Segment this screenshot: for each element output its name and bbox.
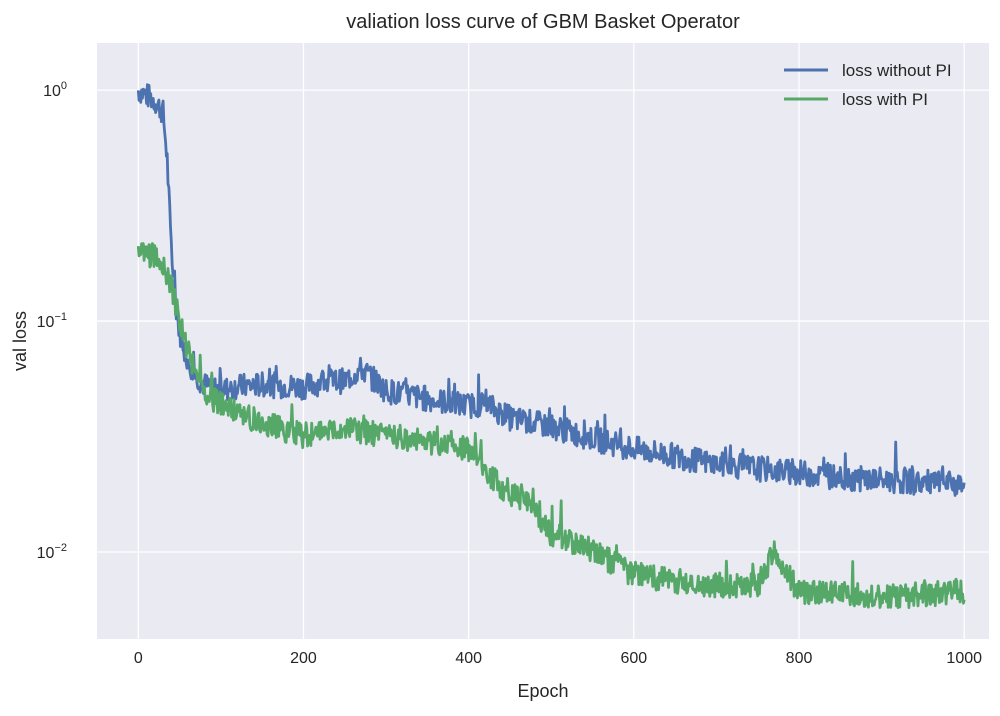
legend-label: loss with PI <box>842 90 928 109</box>
series-line <box>136 242 966 609</box>
y-tick-label: 100 <box>43 80 67 100</box>
legend: loss without PI loss with PI <box>784 61 952 109</box>
y-tick-label: 10−2 <box>37 542 67 562</box>
y-tick-base: 10 <box>37 545 55 562</box>
x-tick-label: 200 <box>290 650 317 667</box>
legend-label: loss without PI <box>842 61 952 80</box>
y-axis-label: val loss <box>10 311 30 371</box>
series-line <box>136 83 966 497</box>
x-tick-label: 400 <box>455 650 482 667</box>
series-layer <box>136 83 966 609</box>
grid-lines <box>97 43 989 639</box>
chart-title: valiation loss curve of GBM Basket Opera… <box>346 11 740 33</box>
y-tick-exponent: −1 <box>54 311 67 323</box>
x-tick-label: 800 <box>786 650 813 667</box>
x-tick-label: 1000 <box>946 650 982 667</box>
y-tick-label: 10−1 <box>37 311 67 331</box>
plot-area <box>97 43 989 639</box>
x-axis-label: Epoch <box>517 681 568 701</box>
y-tick-base: 10 <box>37 314 55 331</box>
y-tick-exponent: 0 <box>61 80 67 92</box>
x-tick-label: 0 <box>134 650 143 667</box>
x-tick-label: 600 <box>621 650 648 667</box>
y-tick-exponent: −2 <box>54 542 67 554</box>
y-tick-base: 10 <box>43 83 61 100</box>
x-axis-ticks: 0 200 400 600 800 1000 <box>134 650 982 667</box>
